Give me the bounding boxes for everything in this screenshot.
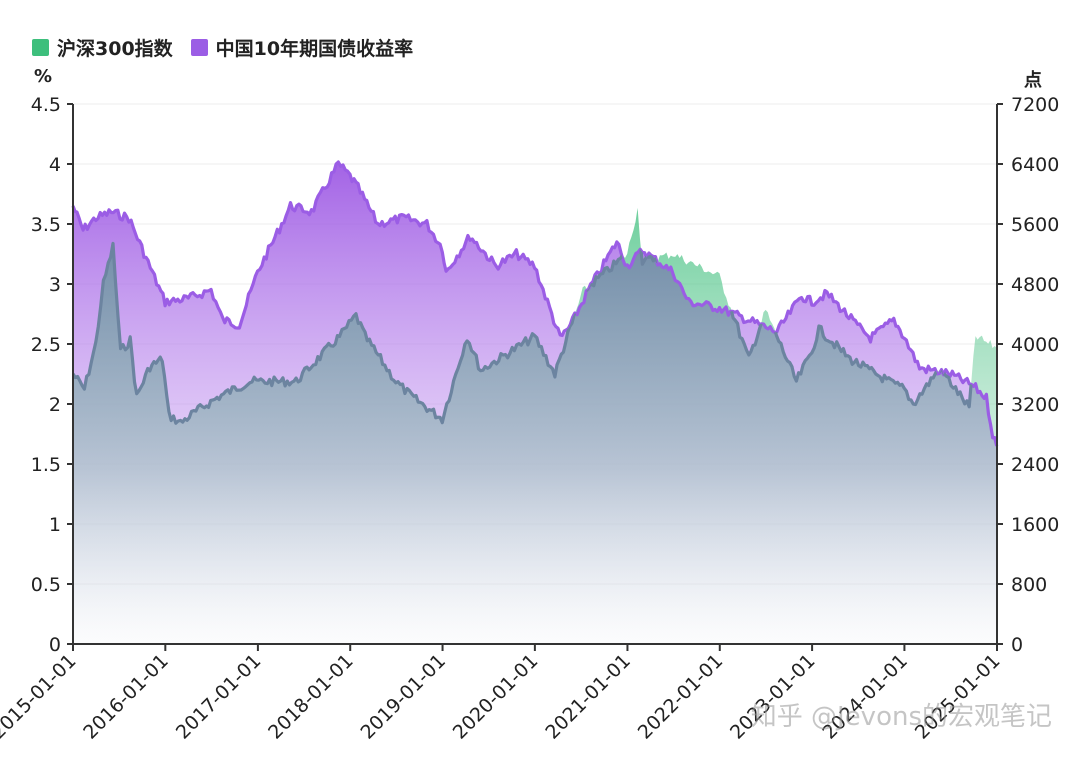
left-tick-label: 4 bbox=[49, 154, 61, 176]
x-tick-label: 2015-01-01 bbox=[0, 650, 81, 744]
left-tick-label: 1.5 bbox=[31, 454, 61, 476]
x-tick-label: 2017-01-01 bbox=[172, 650, 266, 744]
right-tick-label: 3200 bbox=[1011, 394, 1059, 416]
legend-label-bond-yield: 中国10年期国债收益率 bbox=[215, 38, 414, 60]
legend-swatch-green bbox=[32, 39, 49, 56]
left-axis-unit: % bbox=[34, 66, 53, 87]
legend-label-csi300: 沪深300指数 bbox=[57, 38, 173, 60]
watermark: 知乎 @Jevons的宏观笔记 bbox=[750, 702, 1052, 732]
left-tick-label: 3.5 bbox=[31, 214, 61, 236]
right-tick-label: 2400 bbox=[1011, 454, 1059, 476]
legend-item-csi300[interactable]: 沪深300指数 bbox=[32, 34, 173, 61]
left-tick-label: 2 bbox=[49, 394, 61, 416]
right-axis-unit: 点 bbox=[1024, 70, 1042, 91]
x-tick-label: 2019-01-01 bbox=[356, 650, 450, 744]
right-tick-label: 1600 bbox=[1011, 514, 1059, 536]
x-tick-label: 2022-01-01 bbox=[634, 650, 728, 744]
right-tick-label: 0 bbox=[1011, 634, 1023, 656]
right-tick-label: 4800 bbox=[1011, 274, 1059, 296]
left-tick-label: 3 bbox=[49, 274, 61, 296]
legend: 沪深300指数 中国10年期国债收益率 bbox=[32, 34, 413, 61]
csi300-line-overlap bbox=[73, 206, 997, 425]
legend-swatch-purple bbox=[190, 39, 208, 56]
right-tick-label: 5600 bbox=[1011, 214, 1059, 236]
x-tick-label: 2021-01-01 bbox=[541, 650, 635, 744]
x-tick-label: 2016-01-01 bbox=[79, 650, 173, 744]
bond-yield-line bbox=[71, 160, 999, 447]
x-tick-label: 2020-01-01 bbox=[449, 650, 543, 744]
x-tick-label: 2018-01-01 bbox=[264, 650, 358, 744]
left-tick-label: 0 bbox=[49, 634, 61, 656]
left-tick-label: 2.5 bbox=[31, 334, 61, 356]
right-tick-label: 7200 bbox=[1011, 94, 1059, 116]
left-tick-label: 1 bbox=[49, 514, 61, 536]
right-tick-label: 800 bbox=[1011, 574, 1047, 596]
plot-layer bbox=[71, 160, 999, 644]
right-tick-label: 6400 bbox=[1011, 154, 1059, 176]
left-tick-label: 4.5 bbox=[31, 94, 61, 116]
right-tick-label: 4000 bbox=[1011, 334, 1059, 356]
left-tick-label: 0.5 bbox=[31, 574, 61, 596]
legend-item-bond-yield[interactable]: 中国10年期国债收益率 bbox=[190, 34, 414, 61]
